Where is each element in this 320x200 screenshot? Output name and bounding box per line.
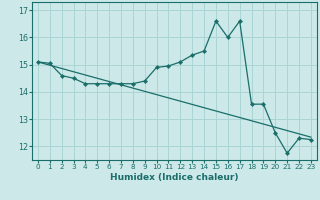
X-axis label: Humidex (Indice chaleur): Humidex (Indice chaleur) xyxy=(110,173,239,182)
